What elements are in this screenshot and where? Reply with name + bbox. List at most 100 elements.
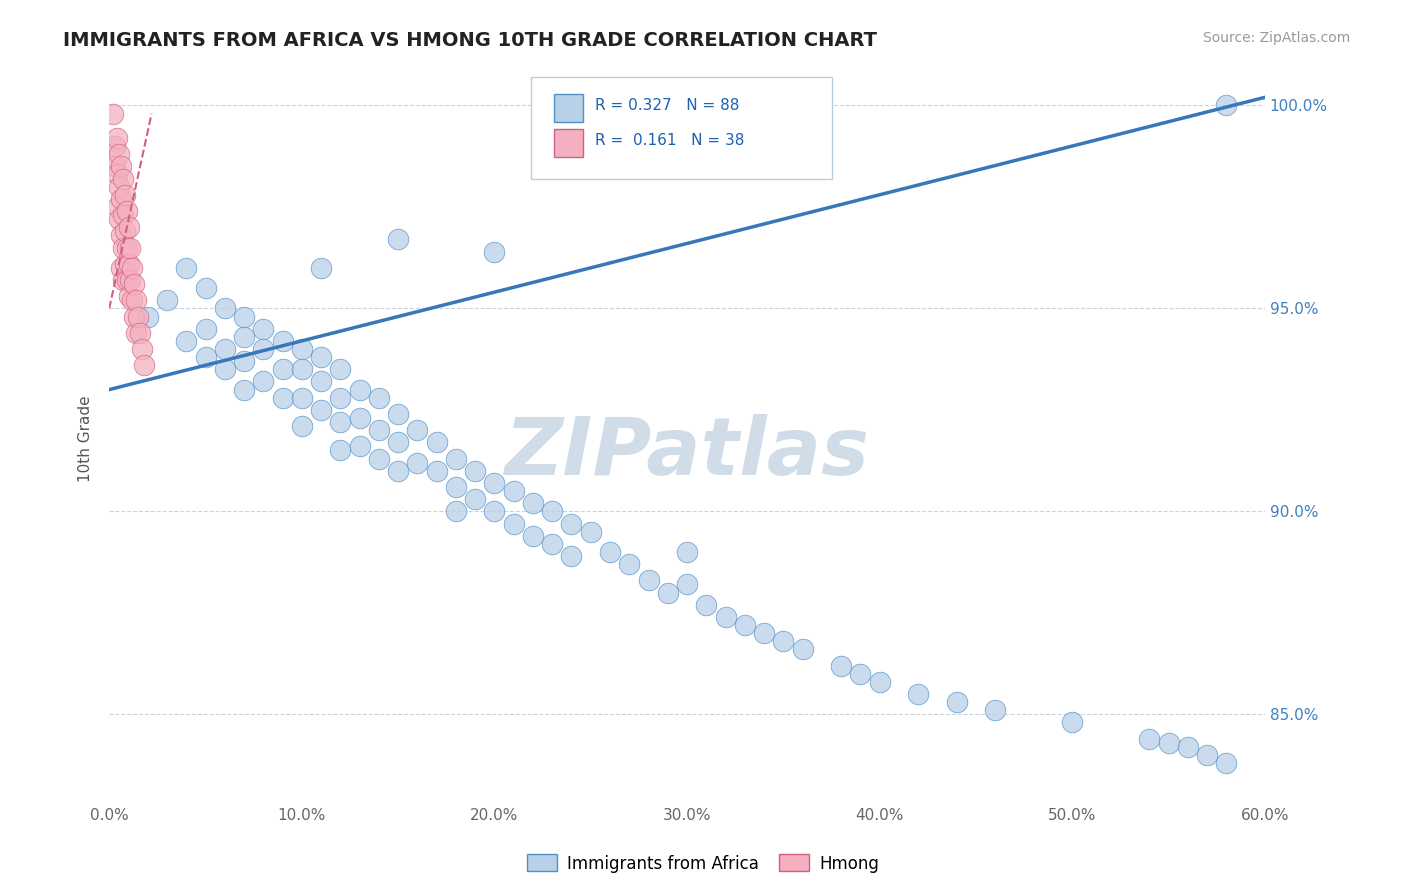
Point	[291, 342, 314, 356]
Point	[111, 240, 134, 254]
Point	[406, 423, 429, 437]
Text: ZIPatlas: ZIPatlas	[505, 414, 869, 491]
Point	[349, 439, 371, 453]
Point	[111, 171, 134, 186]
Point	[233, 310, 256, 324]
Point	[101, 106, 124, 120]
Point	[214, 301, 236, 316]
Point	[444, 504, 467, 518]
Point	[115, 204, 138, 219]
Point	[174, 334, 197, 348]
Point	[111, 273, 134, 287]
Point	[309, 403, 332, 417]
Point	[121, 293, 143, 308]
Point	[110, 192, 132, 206]
Point	[329, 443, 352, 458]
Point	[426, 464, 449, 478]
Point	[541, 537, 564, 551]
Point	[309, 350, 332, 364]
Point	[502, 484, 524, 499]
Point	[114, 257, 136, 271]
Text: R = 0.327   N = 88: R = 0.327 N = 88	[595, 98, 740, 113]
Point	[657, 585, 679, 599]
Point	[522, 529, 544, 543]
Point	[830, 658, 852, 673]
Point	[945, 695, 967, 709]
FancyBboxPatch shape	[531, 77, 831, 179]
Point	[131, 342, 153, 356]
Point	[108, 147, 131, 161]
Point	[637, 574, 659, 588]
Point	[541, 504, 564, 518]
Point	[984, 703, 1007, 717]
Legend: Immigrants from Africa, Hmong: Immigrants from Africa, Hmong	[520, 847, 886, 880]
Point	[1177, 739, 1199, 754]
Point	[121, 260, 143, 275]
Point	[1062, 715, 1084, 730]
Point	[124, 277, 146, 291]
Point	[676, 577, 699, 591]
Point	[444, 480, 467, 494]
Point	[120, 273, 142, 287]
Point	[329, 362, 352, 376]
Point	[233, 330, 256, 344]
Point	[1215, 98, 1237, 112]
Point	[114, 224, 136, 238]
Point	[136, 310, 159, 324]
Point	[110, 260, 132, 275]
Point	[849, 666, 872, 681]
Point	[115, 240, 138, 254]
Point	[522, 496, 544, 510]
Point	[129, 326, 152, 340]
Point	[329, 415, 352, 429]
Point	[114, 187, 136, 202]
Point	[252, 342, 274, 356]
Point	[426, 435, 449, 450]
Point	[214, 342, 236, 356]
Point	[124, 310, 146, 324]
Point	[367, 391, 389, 405]
Point	[752, 626, 775, 640]
Point	[734, 618, 756, 632]
Point	[111, 208, 134, 222]
Point	[115, 273, 138, 287]
Point	[406, 456, 429, 470]
Point	[464, 492, 486, 507]
Point	[367, 451, 389, 466]
Point	[309, 260, 332, 275]
Point	[194, 281, 217, 295]
Point	[560, 549, 582, 563]
Point	[105, 131, 128, 145]
Point	[127, 310, 149, 324]
Point	[233, 354, 256, 368]
Point	[110, 159, 132, 173]
Point	[792, 642, 814, 657]
Point	[125, 326, 148, 340]
Point	[252, 375, 274, 389]
Point	[104, 159, 127, 173]
Point	[349, 383, 371, 397]
Text: Source: ZipAtlas.com: Source: ZipAtlas.com	[1202, 31, 1350, 45]
Point	[444, 451, 467, 466]
Point	[214, 362, 236, 376]
FancyBboxPatch shape	[554, 95, 583, 122]
Point	[105, 168, 128, 182]
Point	[484, 475, 506, 490]
Point	[132, 358, 155, 372]
Point	[772, 634, 794, 648]
Point	[233, 383, 256, 397]
Point	[387, 435, 409, 450]
Point	[108, 212, 131, 227]
Point	[560, 516, 582, 531]
Point	[194, 322, 217, 336]
Point	[695, 598, 717, 612]
Point	[291, 419, 314, 434]
Point	[252, 322, 274, 336]
Point	[104, 139, 127, 153]
Text: IMMIGRANTS FROM AFRICA VS HMONG 10TH GRADE CORRELATION CHART: IMMIGRANTS FROM AFRICA VS HMONG 10TH GRA…	[63, 31, 877, 50]
Point	[120, 240, 142, 254]
Point	[676, 545, 699, 559]
Point	[599, 545, 621, 559]
Point	[117, 289, 139, 303]
Point	[117, 220, 139, 235]
